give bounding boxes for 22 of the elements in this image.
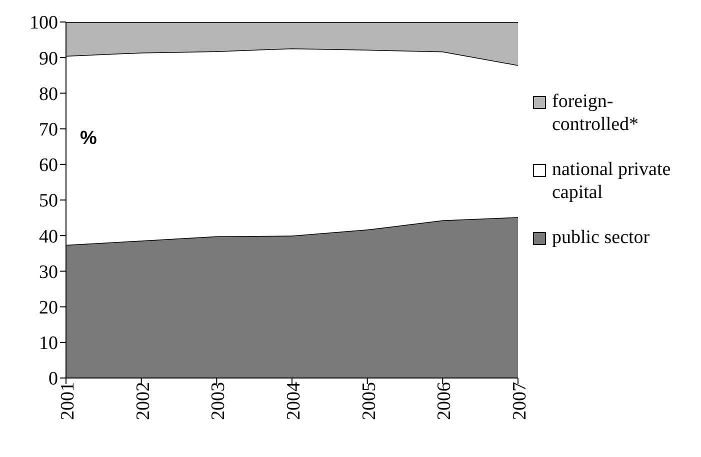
y-tick-label: 0 [48,368,58,390]
y-tick-label: 10 [39,333,58,354]
y-tick-label: 70 [39,120,58,141]
x-tick-label: 2006 [434,382,456,420]
legend-label: foreign-controlled* [552,90,640,136]
y-tick-label: 90 [39,48,58,70]
x-tick-label: 2001 [57,382,78,420]
x-tick-label: 2004 [283,382,304,420]
x-tick-label: 2002 [132,382,154,420]
y-tick-label: 100 [30,12,58,34]
x-tick-label: 2007 [509,382,530,420]
legend-label: national private capital [552,158,672,204]
legend-label: public sector [552,226,650,249]
y-tick-label: 20 [39,298,58,319]
x-tick-label: 2003 [208,382,230,420]
y-tick-label: 30 [39,262,58,283]
y-tick-label: 40 [39,226,58,248]
y-tick-label: 60 [39,155,58,176]
annotation: % [80,128,97,150]
x-tick-label: 2005 [358,382,380,420]
y-tick-label: 80 [39,84,58,105]
y-tick-label: 50 [39,190,58,212]
